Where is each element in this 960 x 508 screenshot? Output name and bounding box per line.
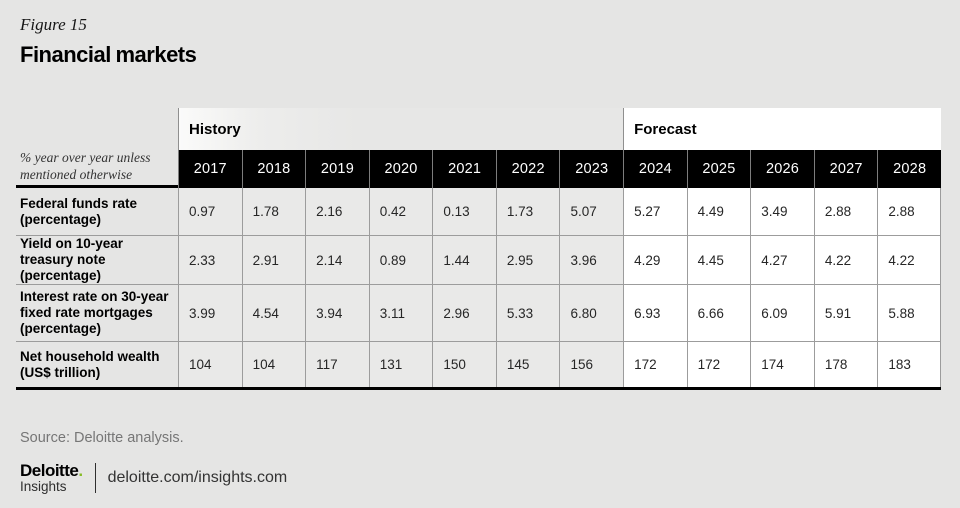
year-header-2018: 2018: [241, 150, 306, 188]
year-header-2027: 2027: [813, 150, 878, 188]
table-cell: 172: [686, 342, 751, 387]
table-cell: 1.44: [432, 236, 496, 285]
table-cell: 150: [432, 342, 496, 387]
table-cell: 6.66: [686, 285, 751, 342]
financial-markets-table: History Forecast % year over year unless…: [16, 108, 941, 390]
table-cell: 174: [750, 342, 814, 387]
table-cell: 156: [559, 342, 624, 387]
footer-brand: Deloitte. Insights deloitte.com/insights…: [20, 462, 287, 494]
logo-deloitte-text: Deloitte: [20, 461, 79, 480]
table-cell: 3.96: [559, 236, 624, 285]
table-cell: 4.22: [877, 236, 941, 285]
table-cell: 131: [368, 342, 433, 387]
table-cell: 145: [495, 342, 560, 387]
history-label: History: [189, 120, 241, 138]
table-cell: 6.93: [623, 285, 687, 342]
table-cell: 5.88: [877, 285, 941, 342]
table-cell: 2.16: [305, 188, 369, 236]
deloitte-insights-logo: Deloitte. Insights: [20, 462, 83, 494]
table-cell: 5.07: [559, 188, 624, 236]
year-header-2023: 2023: [559, 150, 624, 188]
year-header-2026: 2026: [750, 150, 814, 188]
year-header-2022: 2022: [495, 150, 560, 188]
table-cell: 178: [813, 342, 878, 387]
table-cell: 5.33: [495, 285, 560, 342]
table-cell: 0.89: [368, 236, 433, 285]
table-cell: 0.42: [368, 188, 433, 236]
table-cell: 3.99: [178, 285, 242, 342]
logo-deloitte-wordmark: Deloitte.: [20, 462, 83, 480]
table-cell: 6.09: [750, 285, 814, 342]
forecast-label: Forecast: [634, 120, 697, 138]
row-label-federal-funds-rate: Federal funds rate (percentage): [16, 188, 178, 236]
table-cell: 6.80: [559, 285, 624, 342]
table-cell: 2.91: [241, 236, 306, 285]
year-header-2020: 2020: [368, 150, 433, 188]
table-cell: 104: [241, 342, 306, 387]
history-band: History: [178, 108, 624, 150]
table-unit-note: % year over year unless mentioned otherw…: [16, 150, 178, 188]
row-label-10-year-treasury: Yield on 10-year treasury note (percenta…: [16, 236, 178, 285]
footer-divider: [94, 463, 96, 493]
table-cell: 172: [623, 342, 687, 387]
table-cell: 2.33: [178, 236, 242, 285]
year-header-2028: 2028: [877, 150, 941, 188]
year-header-2021: 2021: [432, 150, 496, 188]
table-cell: 117: [305, 342, 369, 387]
table-cell: 2.88: [877, 188, 941, 236]
table-cell: 4.54: [241, 285, 306, 342]
table-cell: 2.88: [813, 188, 878, 236]
table-cell: 5.27: [623, 188, 687, 236]
band-corner-spacer: [16, 108, 178, 150]
figure-number: Figure 15: [20, 15, 87, 34]
table-cell: 3.49: [750, 188, 814, 236]
logo-insights-text: Insights: [20, 478, 67, 494]
table-cell: 4.22: [813, 236, 878, 285]
table-cell: 4.27: [750, 236, 814, 285]
table-cell: 0.97: [178, 188, 242, 236]
table-cell: 3.94: [305, 285, 369, 342]
table-cell: 1.73: [495, 188, 560, 236]
table-cell: 183: [877, 342, 941, 387]
table-cell: 2.96: [432, 285, 496, 342]
row-label-30-year-mortgages: Interest rate on 30-year fixed rate mort…: [16, 285, 178, 342]
footer-link[interactable]: deloitte.com/insights.com: [107, 469, 288, 486]
table-cell: 2.95: [495, 236, 560, 285]
figure-title: Financial markets: [20, 42, 197, 67]
forecast-band: Forecast: [623, 108, 941, 150]
table-cell: 5.91: [813, 285, 878, 342]
source-note: Source: Deloitte analysis.: [20, 430, 184, 446]
table-cell: 104: [178, 342, 242, 387]
year-header-2019: 2019: [305, 150, 369, 188]
table-cell: 4.45: [686, 236, 751, 285]
table-cell: 3.11: [368, 285, 433, 342]
row-label-net-household-wealth: Net household wealth (US$ trillion): [20, 348, 160, 380]
year-header-2017: 2017: [178, 150, 242, 188]
year-header-2025: 2025: [686, 150, 751, 188]
table-cell: 0.13: [432, 188, 496, 236]
logo-green-dot: .: [78, 461, 83, 480]
table-cell: 4.29: [623, 236, 687, 285]
table-cell: 2.14: [305, 236, 369, 285]
table-cell: 1.78: [241, 188, 306, 236]
year-header-2024: 2024: [623, 150, 687, 188]
table-cell: 4.49: [686, 188, 751, 236]
